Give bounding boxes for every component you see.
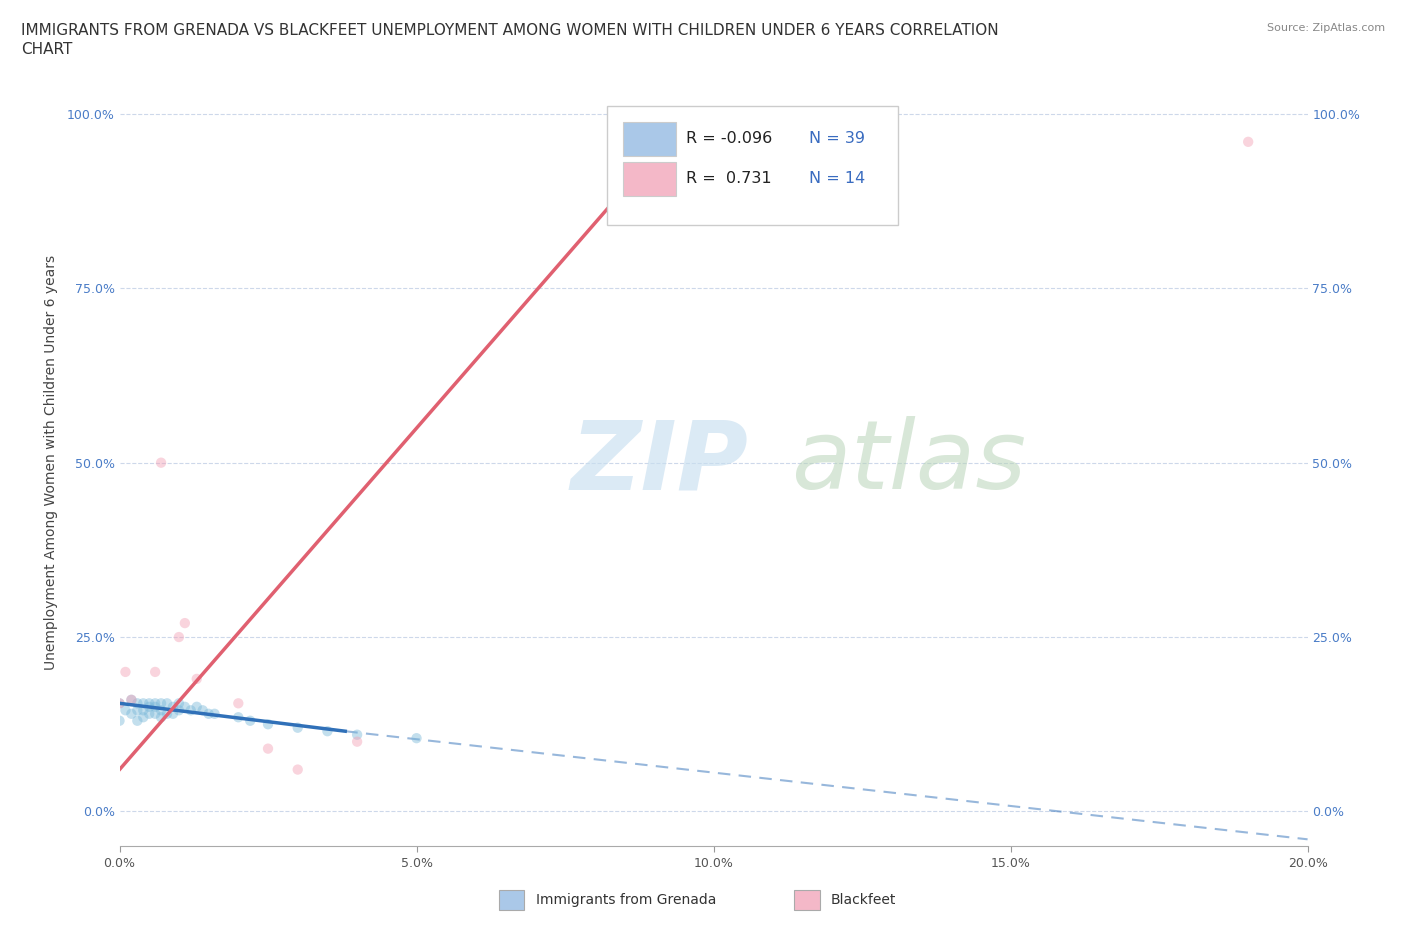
Point (108, 713, 131, 728)
Point (204, 707, 226, 722)
Point (191, 703, 214, 718)
Point (132, 696, 155, 711)
Point (143, 696, 166, 711)
Point (114, 664, 136, 679)
Point (173, 699, 195, 714)
Point (167, 696, 190, 711)
Point (150, 710, 173, 724)
Point (228, 696, 250, 711)
Text: R = -0.096: R = -0.096 (686, 131, 772, 146)
Point (138, 696, 160, 711)
Point (186, 671, 208, 686)
Point (150, 696, 173, 711)
Text: R =  0.731: R = 0.731 (686, 171, 772, 186)
Text: ZIP: ZIP (571, 417, 749, 510)
Point (167, 630, 190, 644)
Point (120, 707, 142, 722)
Point (257, 741, 280, 756)
Point (405, 731, 427, 746)
Text: Immigrants from Grenada: Immigrants from Grenada (536, 893, 716, 908)
Point (120, 692, 142, 708)
Point (287, 763, 309, 777)
Text: N = 14: N = 14 (808, 171, 865, 186)
Text: N = 39: N = 39 (808, 131, 865, 146)
Point (228, 710, 250, 724)
Point (127, 703, 149, 718)
Point (132, 710, 155, 724)
Point (143, 699, 166, 714)
Point (120, 692, 142, 708)
Text: Blackfeet: Blackfeet (831, 893, 896, 908)
Point (316, 724, 339, 738)
FancyBboxPatch shape (623, 162, 675, 195)
Text: atlas: atlas (790, 417, 1026, 510)
Y-axis label: Unemployment Among Women with Children Under 6 years: Unemployment Among Women with Children U… (45, 255, 59, 671)
Point (143, 664, 166, 679)
Point (1237, 134, 1260, 149)
Point (346, 735, 368, 750)
Point (672, 141, 695, 156)
Point (257, 717, 280, 732)
Point (162, 699, 184, 714)
Text: CHART: CHART (21, 42, 73, 57)
Point (132, 703, 155, 718)
Point (180, 703, 202, 718)
FancyBboxPatch shape (606, 106, 897, 225)
Text: IMMIGRANTS FROM GRENADA VS BLACKFEET UNEMPLOYMENT AMONG WOMEN WITH CHILDREN UNDE: IMMIGRANTS FROM GRENADA VS BLACKFEET UNE… (21, 23, 998, 38)
Point (239, 713, 262, 728)
Point (108, 696, 131, 711)
Point (186, 699, 208, 714)
Point (138, 707, 160, 722)
Point (173, 616, 195, 631)
Point (150, 455, 173, 470)
Point (156, 707, 179, 722)
Point (138, 699, 160, 714)
Point (150, 703, 173, 718)
Point (108, 696, 131, 711)
Point (114, 703, 136, 718)
FancyBboxPatch shape (623, 122, 675, 156)
Point (346, 727, 368, 742)
Point (167, 703, 190, 718)
Text: Source: ZipAtlas.com: Source: ZipAtlas.com (1267, 23, 1385, 33)
Point (127, 696, 149, 711)
Point (287, 720, 309, 735)
Point (127, 713, 149, 728)
Point (156, 696, 179, 711)
Point (162, 707, 184, 722)
Point (143, 707, 166, 722)
Point (197, 707, 219, 722)
